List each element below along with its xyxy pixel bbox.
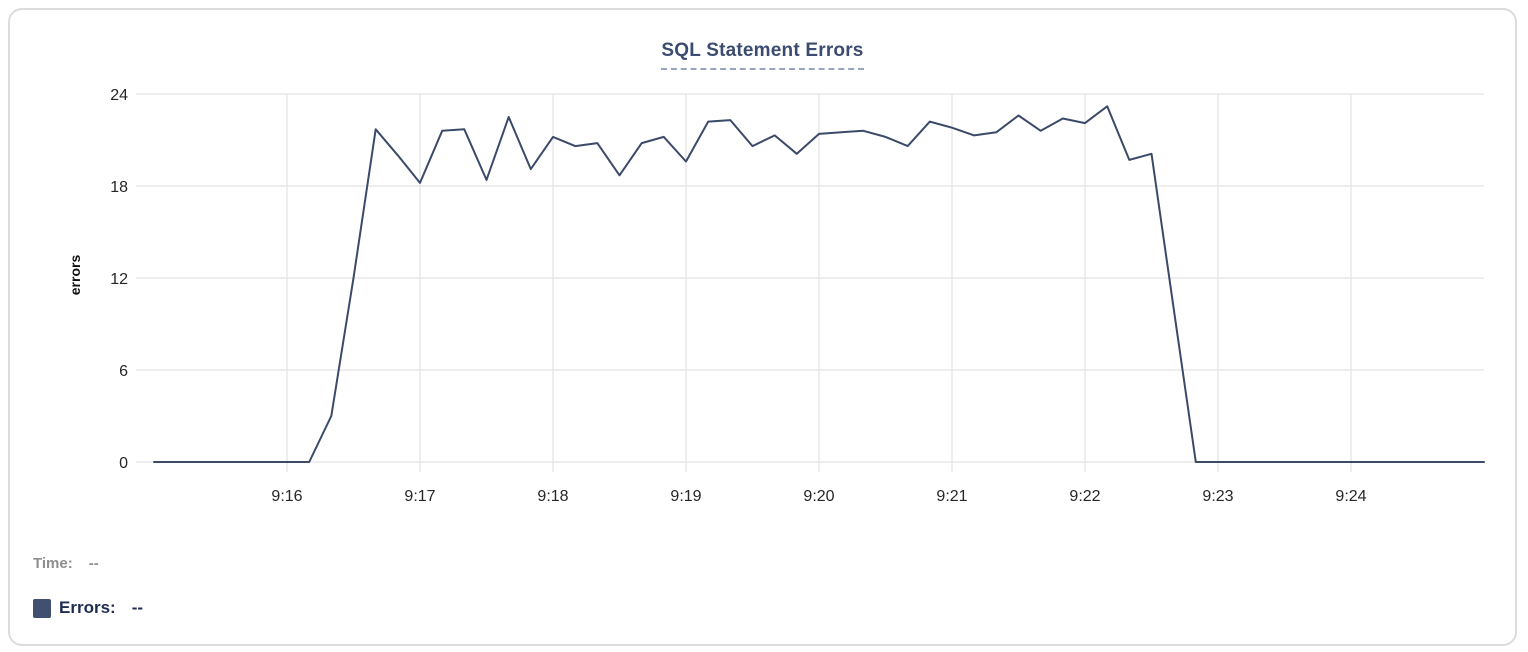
y-tick-label: 12 bbox=[110, 271, 128, 288]
tooltip-time-value: -- bbox=[88, 555, 99, 572]
x-tick-label: 9:20 bbox=[803, 488, 834, 505]
x-tick-label: 9:19 bbox=[670, 488, 701, 505]
tooltip-time-label: Time: bbox=[33, 555, 73, 572]
x-tick-label: 9:16 bbox=[271, 488, 302, 505]
y-tick-label: 18 bbox=[110, 179, 128, 196]
y-tick-label: 24 bbox=[110, 87, 128, 104]
tooltip-errors-row: Errors: -- bbox=[33, 598, 143, 618]
tooltip-time-row: Time: -- bbox=[33, 555, 99, 572]
y-axis-label: errors bbox=[67, 254, 83, 296]
x-tick-label: 9:18 bbox=[537, 488, 568, 505]
tooltip-errors-value: -- bbox=[131, 598, 144, 617]
x-tick-label: 9:24 bbox=[1335, 488, 1366, 505]
x-tick-label: 9:21 bbox=[936, 488, 967, 505]
chart-card: SQL Statement Errors 0 6 12 18 24 9:16 9:17 9:1… bbox=[8, 8, 1517, 646]
x-tick-label: 9:17 bbox=[404, 488, 435, 505]
chart-header: SQL Statement Errors bbox=[10, 40, 1515, 70]
y-tick-label: 0 bbox=[119, 455, 128, 472]
errors-legend-swatch bbox=[33, 598, 51, 618]
chart-title[interactable]: SQL Statement Errors bbox=[661, 40, 864, 70]
y-tick-label: 6 bbox=[119, 363, 128, 380]
tooltip-errors-label: Errors: bbox=[59, 598, 116, 617]
x-tick-label: 9:23 bbox=[1202, 488, 1233, 505]
x-tick-label: 9:22 bbox=[1069, 488, 1100, 505]
errors-line-chart: 0 6 12 18 24 9:16 9:17 9:18 9:19 9:20 9:21 9:22 9:23… bbox=[110, 87, 1485, 505]
errors-line-series bbox=[153, 105, 1485, 463]
